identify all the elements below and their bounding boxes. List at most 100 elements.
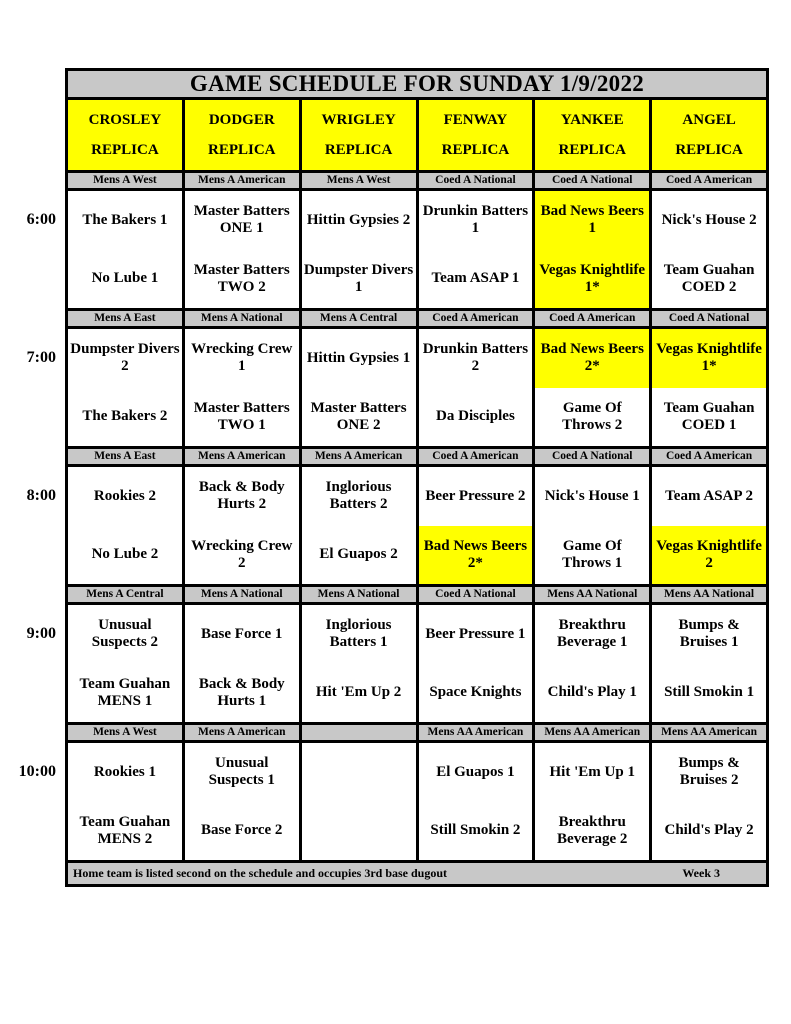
game-cell: Team ASAP 2 Vegas Knightlife 2 bbox=[652, 467, 766, 584]
division-label: Coed A American bbox=[535, 311, 650, 326]
away-team: Hittin Gypsies 1 bbox=[306, 349, 411, 366]
game-cell: Dumpster Divers 2 The Bakers 2 bbox=[68, 329, 182, 446]
away-team: Inglorious Batters 2 bbox=[325, 479, 392, 513]
game-cell: Bad News Beers 1 Vegas Knightlife 1* bbox=[535, 191, 650, 308]
home-team: Master Batters TWO 1 bbox=[193, 399, 290, 433]
division-label: Coed A National bbox=[418, 173, 533, 188]
home-team: The Bakers 2 bbox=[82, 408, 168, 425]
away-team: Back & Body Hurts 2 bbox=[198, 479, 285, 513]
home-team: Team Guahan MENS 1 bbox=[79, 675, 171, 709]
division-label: Mens A American bbox=[301, 449, 416, 464]
game-cell: Drunkin Batters 2 Da Disciples bbox=[418, 329, 533, 446]
game-cell: Bumps & Bruises 1 Still Smokin 1 bbox=[652, 605, 766, 722]
away-team: Master Batters ONE 1 bbox=[193, 203, 290, 237]
stadium-header-dodger: DODGER REPLICA bbox=[184, 100, 299, 170]
home-team bbox=[302, 802, 416, 861]
home-team: Breakthru Beverage 2 bbox=[557, 813, 628, 847]
game-cell: Nick's House 2 Team Guahan COED 2 bbox=[652, 191, 766, 308]
division-label: Mens A American bbox=[184, 449, 299, 464]
home-team: Hit 'Em Up 2 bbox=[315, 684, 402, 701]
game-cell: Bumps & Bruises 2 Child's Play 2 bbox=[652, 743, 766, 860]
week-label: Week 3 bbox=[682, 866, 720, 880]
game-cell: Inglorious Batters 2 El Guapos 2 bbox=[301, 467, 416, 584]
division-label: Coed A American bbox=[652, 173, 766, 188]
stadium-header-angel: ANGEL REPLICA bbox=[652, 100, 766, 170]
home-team: El Guapos 2 bbox=[319, 546, 398, 563]
game-cell: Beer Pressure 1 Space Knights bbox=[418, 605, 533, 722]
game-cell: Master Batters ONE 1 Master Batters TWO … bbox=[184, 191, 299, 308]
away-team: Team ASAP 2 bbox=[665, 487, 753, 504]
away-team: Bumps & Bruises 2 bbox=[678, 755, 740, 789]
home-team: Master Batters ONE 2 bbox=[310, 399, 407, 433]
away-team: Wrecking Crew 1 bbox=[191, 341, 293, 375]
away-team: Nick's House 1 bbox=[544, 487, 640, 504]
home-team: Team Guahan COED 2 bbox=[663, 261, 755, 295]
stadium-name: FENWAY bbox=[443, 111, 508, 128]
game-cell: El Guapos 1 Still Smokin 2 bbox=[418, 743, 533, 860]
division-label: Coed A National bbox=[535, 449, 650, 464]
away-team bbox=[302, 743, 416, 802]
game-cell: Nick's House 1 Game Of Throws 1 bbox=[535, 467, 650, 584]
home-team: No Lube 2 bbox=[91, 546, 159, 563]
away-team: Inglorious Batters 1 bbox=[325, 617, 392, 651]
division-label: Coed A American bbox=[652, 449, 766, 464]
time-label-7: 7:00 bbox=[26, 349, 56, 366]
stadium-name: ANGEL bbox=[682, 111, 736, 128]
home-team: Team Guahan COED 1 bbox=[663, 399, 755, 433]
home-team: Vegas Knightlife 1* bbox=[535, 249, 650, 308]
home-team: Wrecking Crew 2 bbox=[191, 537, 293, 571]
game-cell: Hittin Gypsies 2 Dumpster Divers 1 bbox=[301, 191, 416, 308]
division-label: Mens A West bbox=[301, 173, 416, 188]
home-team: Bad News Beers 2* bbox=[418, 525, 533, 584]
division-label: Mens A American bbox=[184, 725, 299, 740]
home-team: Game Of Throws 2 bbox=[562, 399, 623, 433]
away-team: Vegas Knightlife 1* bbox=[652, 329, 766, 388]
division-label: Mens AA American bbox=[535, 725, 650, 740]
home-team: Game Of Throws 1 bbox=[562, 537, 623, 571]
home-team: Back & Body Hurts 1 bbox=[198, 675, 285, 709]
division-label: Coed A American bbox=[418, 311, 533, 326]
division-label: Mens AA National bbox=[652, 587, 766, 602]
stadium-type: REPLICA bbox=[441, 141, 510, 158]
away-team: Beer Pressure 2 bbox=[425, 487, 526, 504]
home-team: Da Disciples bbox=[436, 408, 515, 425]
away-team: Drunkin Batters 2 bbox=[422, 341, 529, 375]
division-label: Mens A National bbox=[184, 587, 299, 602]
stadium-name: WRIGLEY bbox=[321, 111, 396, 128]
game-cell: Hit 'Em Up 1 Breakthru Beverage 2 bbox=[535, 743, 650, 860]
division-label: Mens A Central bbox=[68, 587, 182, 602]
game-cell: Wrecking Crew 1 Master Batters TWO 1 bbox=[184, 329, 299, 446]
home-team: Still Smokin 1 bbox=[664, 684, 755, 701]
stadium-header-yankee: YANKEE REPLICA bbox=[535, 100, 650, 170]
stadium-type: REPLICA bbox=[207, 141, 276, 158]
game-cell: Rookies 1 Team Guahan MENS 2 bbox=[68, 743, 182, 860]
away-team: Hit 'Em Up 1 bbox=[549, 763, 635, 780]
away-team: Bad News Beers 1 bbox=[535, 191, 650, 250]
time-label-10: 10:00 bbox=[18, 763, 56, 780]
division-label: Mens A East bbox=[68, 449, 182, 464]
division-label: Coed A American bbox=[418, 449, 533, 464]
stadium-type: REPLICA bbox=[91, 141, 159, 158]
away-team: The Bakers 1 bbox=[82, 211, 168, 228]
home-team: Dumpster Divers 1 bbox=[303, 261, 414, 295]
division-label: Mens AA American bbox=[418, 725, 533, 740]
footer-note: Home team is listed second on the schedu… bbox=[73, 866, 448, 880]
game-cell: Hittin Gypsies 1 Master Batters ONE 2 bbox=[301, 329, 416, 446]
stadium-name: YANKEE bbox=[560, 111, 624, 128]
away-team: Beer Pressure 1 bbox=[425, 625, 526, 642]
home-team: Space Knights bbox=[429, 684, 522, 701]
game-cell: Back & Body Hurts 2 Wrecking Crew 2 bbox=[184, 467, 299, 584]
home-team: Child's Play 2 bbox=[664, 822, 754, 839]
stadium-name: DODGER bbox=[208, 111, 275, 128]
division-label: Coed A National bbox=[652, 311, 766, 326]
away-team: Breakthru Beverage 1 bbox=[557, 617, 628, 651]
page-title: GAME SCHEDULE FOR SUNDAY 1/9/2022 bbox=[65, 68, 769, 100]
footer-bar: Home team is listed second on the schedu… bbox=[65, 860, 769, 887]
home-team: Still Smokin 2 bbox=[430, 822, 521, 839]
game-cell: Beer Pressure 2 Bad News Beers 2* bbox=[418, 467, 533, 584]
home-team: Team ASAP 1 bbox=[431, 270, 520, 287]
game-cell-empty bbox=[301, 743, 416, 861]
division-label: Mens A East bbox=[68, 311, 182, 326]
division-label: Mens AA American bbox=[652, 725, 766, 740]
